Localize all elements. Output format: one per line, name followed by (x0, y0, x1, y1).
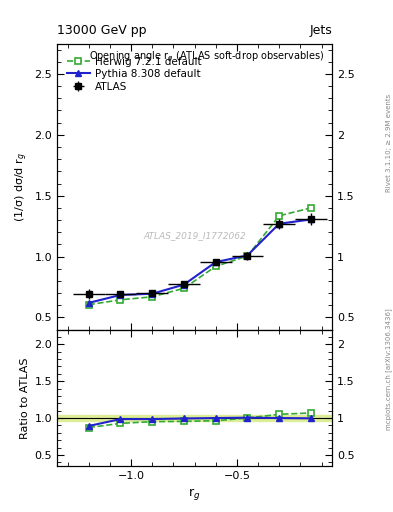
Bar (57, 415, 332, 421)
Text: ATLAS_2019_I1772062: ATLAS_2019_I1772062 (143, 231, 246, 240)
Pythia 8.308 default (277, 221, 281, 227)
Text: Rivet 3.1.10; ≥ 2.9M events: Rivet 3.1.10; ≥ 2.9M events (386, 94, 392, 193)
Herwig 7.2.1 default (245, 253, 250, 259)
Herwig 7.2.1 default (86, 302, 91, 308)
Herwig 7.2.1 default (182, 285, 186, 291)
Text: 13000 GeV pp: 13000 GeV pp (57, 24, 147, 37)
Pythia 8.308 default (86, 300, 91, 306)
Legend: Herwig 7.2.1 default, Pythia 8.308 default, ATLAS: Herwig 7.2.1 default, Pythia 8.308 defau… (65, 54, 204, 94)
Herwig 7.2.1 default (118, 297, 123, 303)
Line: Herwig 7.2.1 default: Herwig 7.2.1 default (86, 205, 314, 308)
Y-axis label: (1/σ) dσ/d r$_g$: (1/σ) dσ/d r$_g$ (14, 152, 30, 222)
Text: mcplots.cern.ch [arXiv:1306.3436]: mcplots.cern.ch [arXiv:1306.3436] (386, 308, 392, 430)
Y-axis label: Ratio to ATLAS: Ratio to ATLAS (20, 357, 30, 439)
Pythia 8.308 default (309, 217, 313, 223)
X-axis label: r$_g$: r$_g$ (188, 486, 201, 502)
Text: Jets: Jets (309, 24, 332, 37)
Pythia 8.308 default (245, 252, 250, 259)
Pythia 8.308 default (182, 282, 186, 288)
Line: Pythia 8.308 default: Pythia 8.308 default (86, 217, 314, 306)
Text: Opening angle r$_g$ (ATLAS soft-drop observables): Opening angle r$_g$ (ATLAS soft-drop obs… (89, 49, 324, 63)
Pythia 8.308 default (213, 259, 218, 265)
Herwig 7.2.1 default (309, 205, 313, 211)
Herwig 7.2.1 default (150, 294, 154, 300)
Herwig 7.2.1 default (213, 263, 218, 269)
Pythia 8.308 default (118, 292, 123, 298)
Herwig 7.2.1 default (277, 213, 281, 219)
Pythia 8.308 default (150, 291, 154, 297)
